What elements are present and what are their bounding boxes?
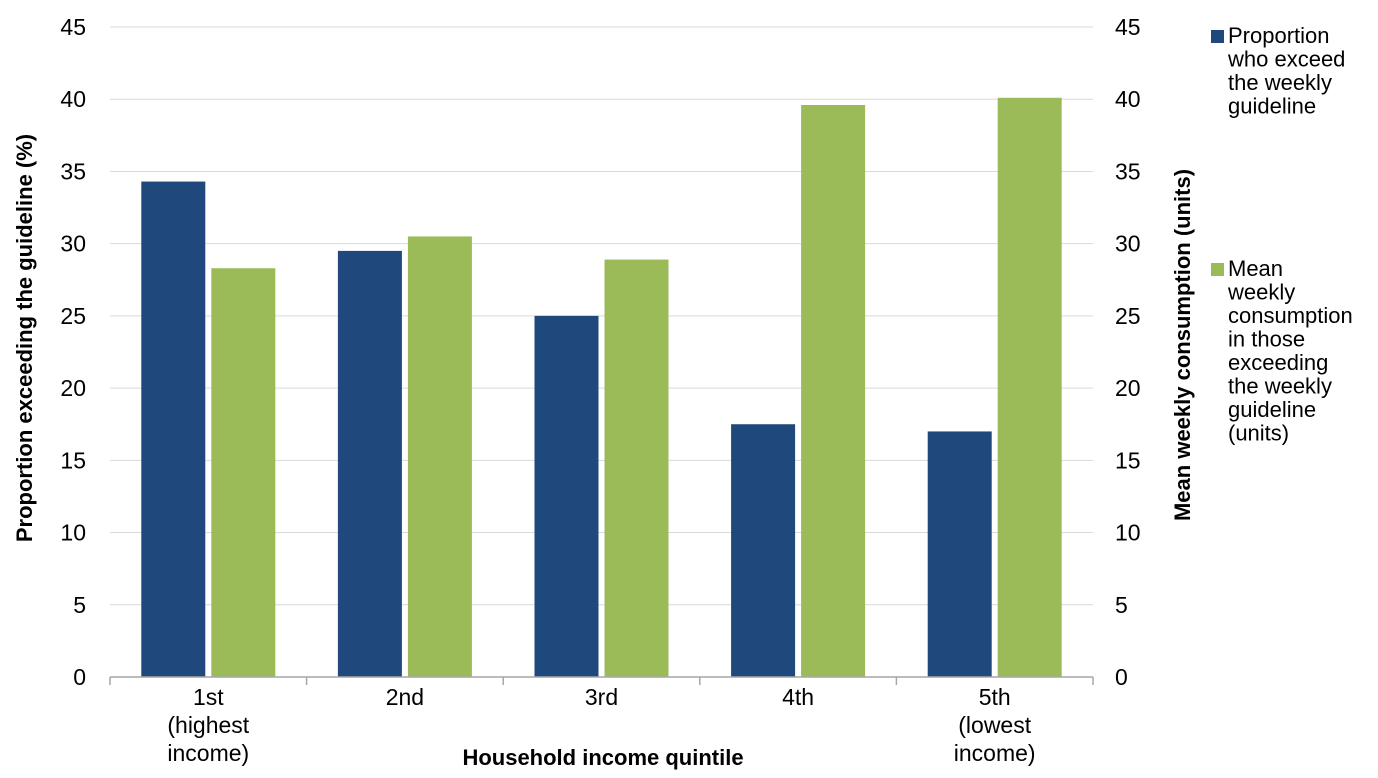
left-tick-label: 35 — [60, 158, 86, 184]
bar-mean-consumption — [211, 268, 276, 677]
right-tick-label: 45 — [1115, 14, 1141, 40]
right-tick-label: 5 — [1115, 592, 1128, 618]
legend-label: in those — [1228, 327, 1305, 352]
legend-label: who exceed — [1227, 47, 1345, 72]
right-tick-label: 35 — [1115, 158, 1141, 184]
right-tick-label: 30 — [1115, 231, 1141, 257]
left-tick-label: 10 — [60, 520, 86, 546]
legend-label: guideline — [1228, 397, 1316, 422]
bar-proportion — [731, 424, 796, 677]
right-axis-title: Mean weekly consumption (units) — [1170, 169, 1195, 521]
bar-mean-consumption — [801, 105, 866, 677]
bar-proportion — [141, 181, 206, 678]
legend-swatch — [1211, 263, 1224, 276]
legend-label: consumption — [1228, 303, 1353, 328]
left-tick-label: 30 — [60, 231, 86, 257]
right-axis-ticks: 0 5 10 15 20 25 30 35 40 45 — [1115, 14, 1141, 690]
left-axis-title: Proportion exceeding the guideline (%) — [12, 134, 37, 542]
category-label: 3rd — [585, 684, 618, 710]
bar-proportion — [534, 315, 599, 677]
category-label: income) — [167, 740, 249, 766]
right-tick-label: 40 — [1115, 86, 1141, 112]
bar-mean-consumption — [604, 259, 669, 677]
left-tick-label: 25 — [60, 303, 86, 329]
right-tick-label: 25 — [1115, 303, 1141, 329]
left-axis-ticks: 0 5 10 15 20 25 30 35 40 45 — [60, 14, 86, 690]
legend-label: Proportion — [1228, 23, 1330, 48]
left-tick-label: 15 — [60, 447, 86, 473]
right-tick-label: 0 — [1115, 664, 1128, 690]
category-label: 5th — [979, 684, 1011, 710]
left-tick-label: 5 — [73, 592, 86, 618]
category-label: (lowest — [958, 712, 1031, 738]
bar-proportion — [337, 250, 402, 677]
legend-label: (units) — [1228, 421, 1289, 446]
category-label: income) — [954, 740, 1036, 766]
right-tick-label: 20 — [1115, 375, 1141, 401]
legend-swatch — [1211, 30, 1224, 43]
category-label: 2nd — [386, 684, 424, 710]
left-tick-label: 20 — [60, 375, 86, 401]
left-tick-label: 0 — [73, 664, 86, 690]
legend-label: exceeding — [1228, 350, 1328, 375]
category-label: (highest — [167, 712, 249, 738]
axes — [109, 676, 1094, 685]
legend-label: the weekly — [1228, 374, 1332, 399]
legend-label: Mean — [1228, 256, 1283, 281]
category-label: 1st — [193, 684, 224, 710]
left-tick-label: 45 — [60, 14, 86, 40]
bars — [141, 97, 1062, 678]
legend-label: guideline — [1228, 94, 1316, 119]
bar-mean-consumption — [407, 236, 472, 677]
bar-proportion — [927, 431, 992, 677]
x-axis-title: Household income quintile — [462, 745, 743, 770]
legend-label: weekly — [1227, 280, 1295, 305]
legend-label: the weekly — [1228, 70, 1332, 95]
right-tick-label: 10 — [1115, 520, 1141, 546]
bar-mean-consumption — [997, 97, 1062, 678]
category-label: 4th — [782, 684, 814, 710]
left-tick-label: 40 — [60, 86, 86, 112]
right-tick-label: 15 — [1115, 447, 1141, 473]
